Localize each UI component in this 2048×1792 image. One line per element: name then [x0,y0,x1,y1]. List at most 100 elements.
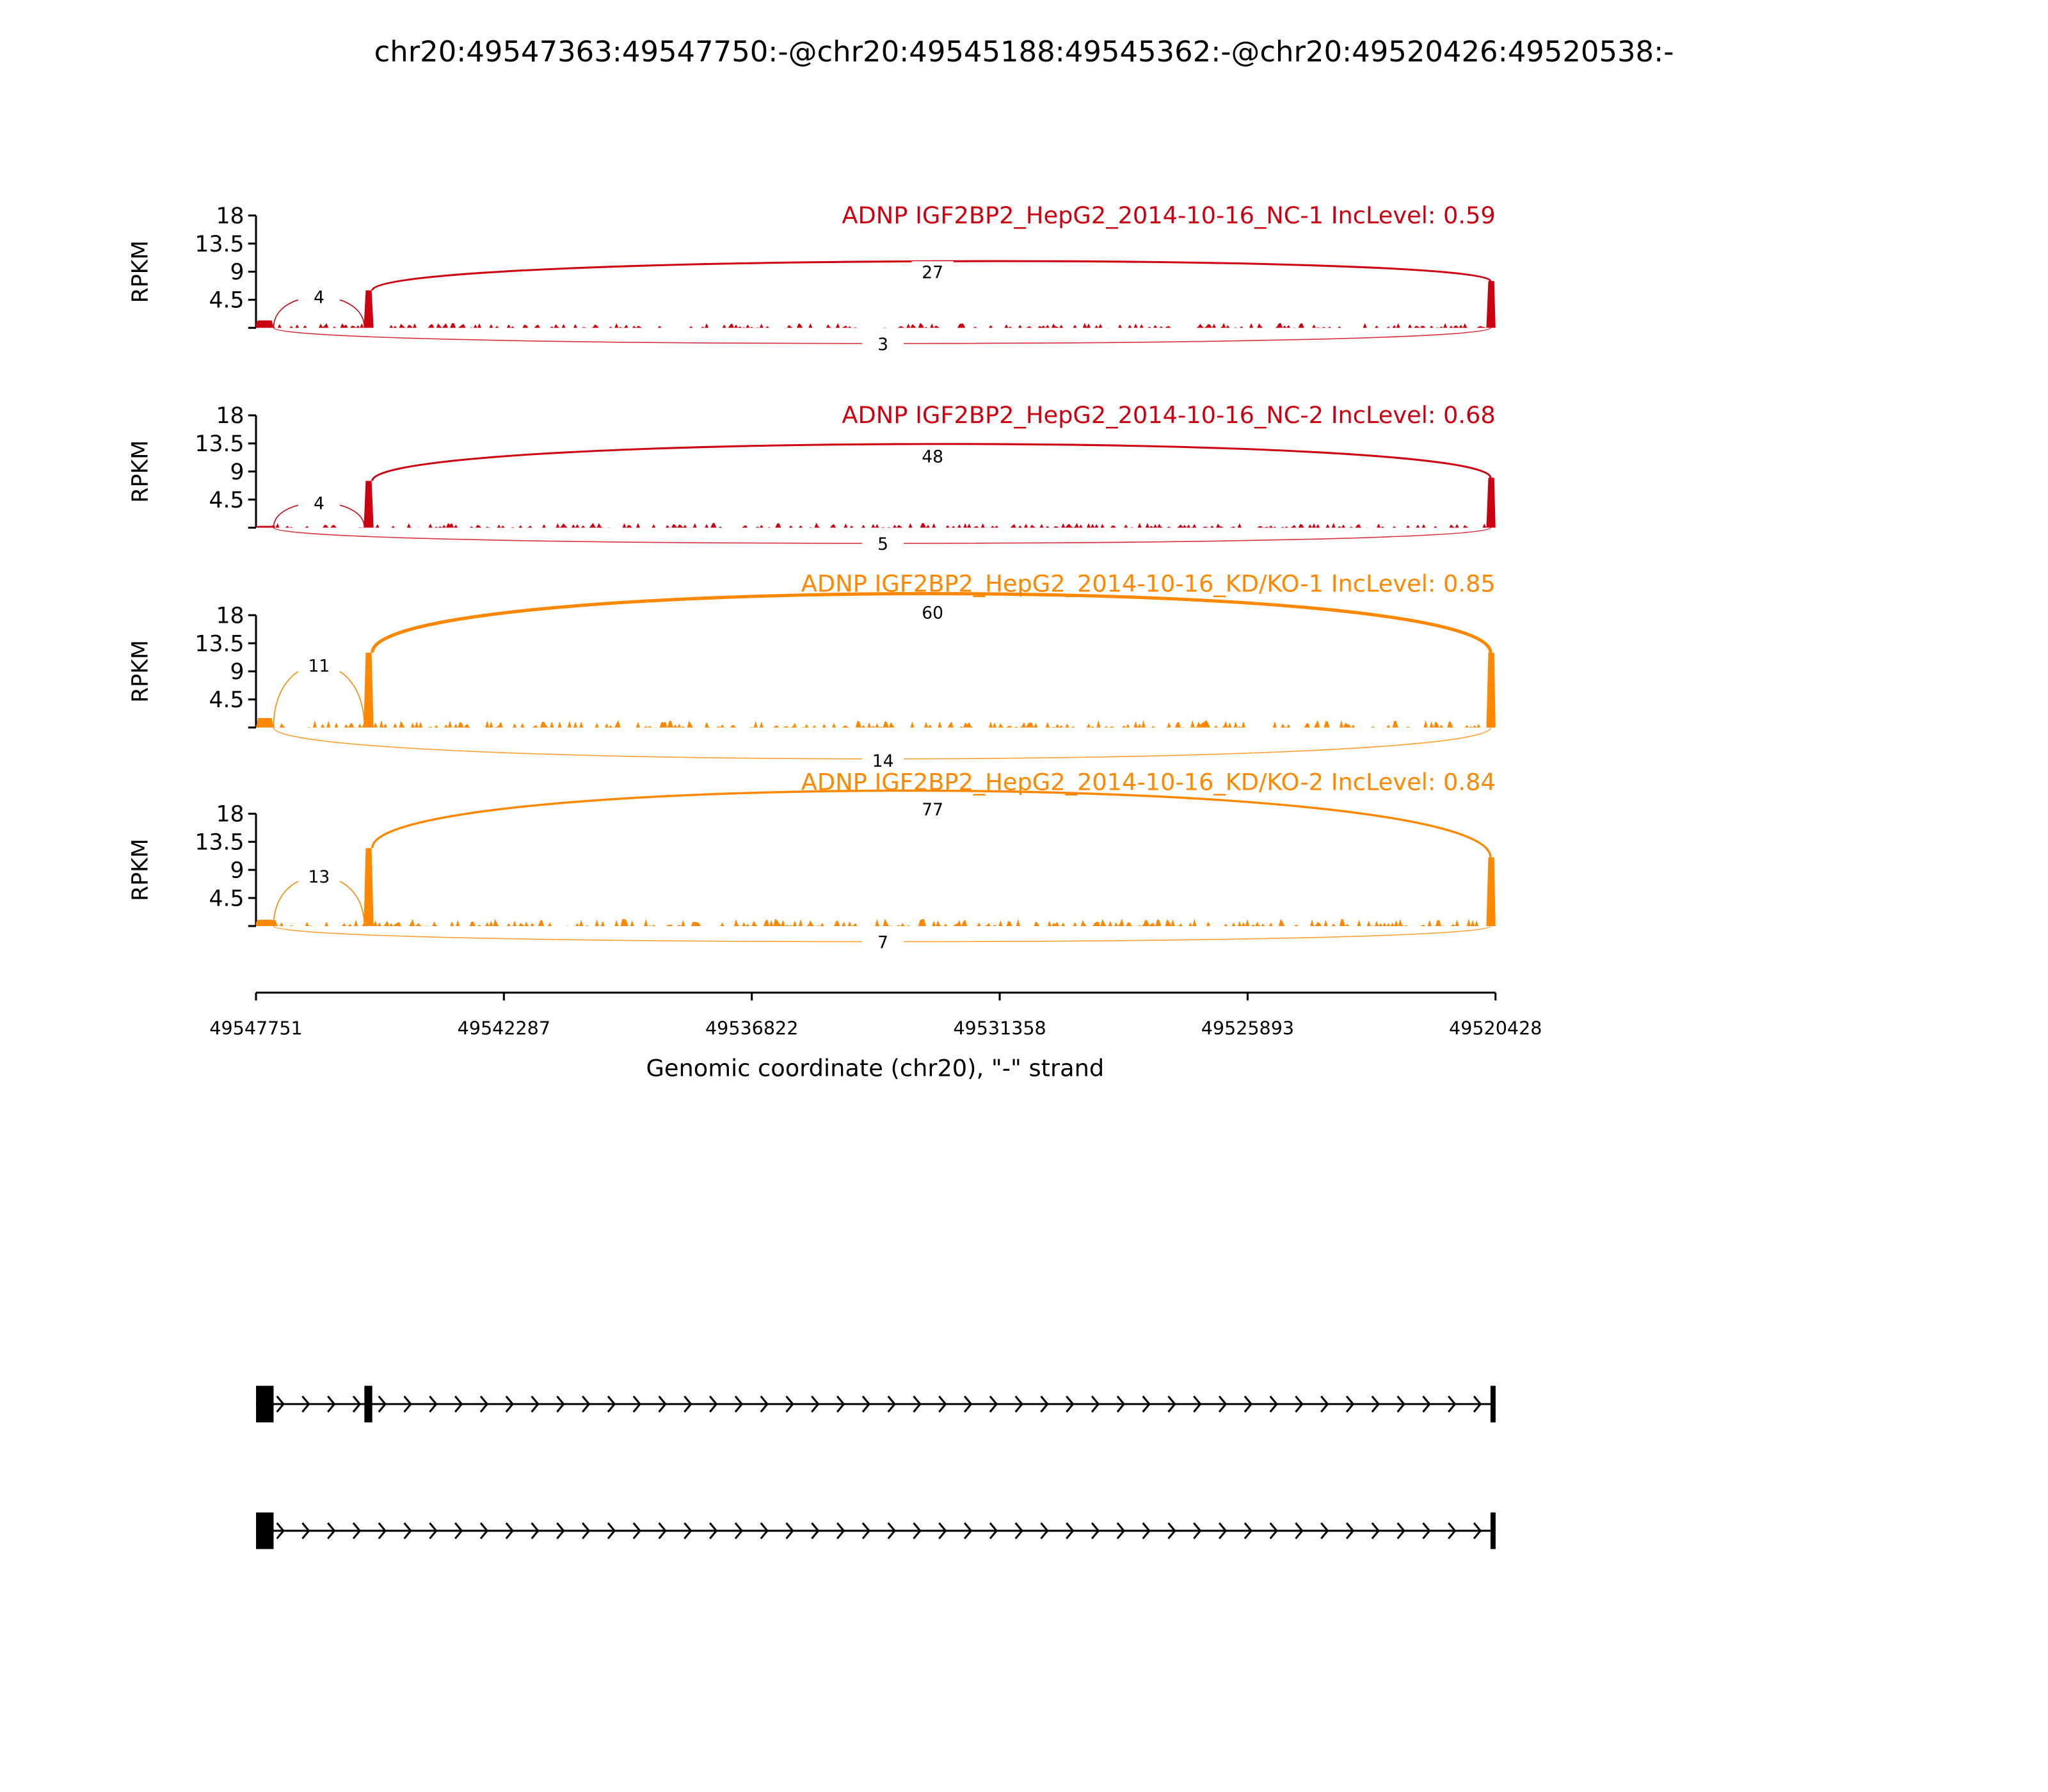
junction-label-downstream-bg [911,798,954,819]
strand-arrow-icon [836,1522,845,1540]
strand-arrow-icon [1218,1395,1228,1413]
strand-arrow-icon [632,1395,641,1413]
strand-arrow-icon [582,1522,591,1540]
strand-arrow-icon [938,1522,947,1540]
strand-arrow-icon [276,1395,285,1413]
strand-arrow-icon [556,1522,565,1540]
x-axis: 49547751 49542287 49536822 49531358 49525893… [209,991,1542,1039]
strand-arrow-icon [658,1522,667,1540]
strand-arrow-icon [531,1395,540,1413]
strand-arrow-icon [963,1395,973,1413]
coverage-area [256,848,1496,926]
strand-arrow-icon [1116,1522,1126,1540]
x-tick-label: 49531358 [953,1017,1046,1039]
strand-arrow-icon [1014,1522,1023,1540]
strand-arrow-icon [1422,1395,1431,1413]
strand-arrow-icon [1269,1395,1278,1413]
strand-arrow-icon [1014,1395,1023,1413]
junction-arc-downstream [371,592,1492,653]
strand-arrow-icon [1193,1395,1202,1413]
strand-arrow-icon [276,1522,285,1540]
strand-arrow-icon [403,1522,412,1540]
y-tick-label: 4.5 [209,886,244,911]
y-tick-label: 18 [216,802,244,828]
strand-arrow-icon [403,1395,412,1413]
y-tick-label: 13.5 [195,232,244,257]
strand-arrow-icon [1371,1395,1380,1413]
strand-arrow-icon [1396,1522,1405,1540]
x-tick-label: 49525893 [1201,1017,1294,1039]
strand-arrow-icon [1091,1522,1100,1540]
strand-arrow-icon [479,1522,489,1540]
y-tick-label: 18 [216,603,244,628]
coverage-area [256,281,1496,328]
exon-block [364,1386,372,1423]
strand-arrow-icon [1473,1395,1482,1413]
junction-label-downstream-bg [911,261,954,282]
junction-label-downstream: 48 [922,447,943,467]
strand-arrow-icon [1116,1395,1126,1413]
exon-block [1490,1386,1496,1423]
x-tick-label: 49520428 [1449,1017,1542,1039]
strand-arrow-icon [1448,1395,1457,1413]
junction-label-upstream: 13 [308,867,330,887]
strand-arrow-icon [811,1522,820,1540]
junction-arc-downstream [371,443,1492,481]
junction-label-skipping-bg [861,532,904,554]
junction-label-upstream-bg [298,654,340,676]
x-tick-label: 49536822 [705,1017,798,1039]
strand-arrow-icon [1218,1522,1228,1540]
y-tick-label: 18 [216,403,244,429]
panel-title: ADNP IGF2BP2_HepG2_2014-10-16_NC-1 IncLe… [842,202,1495,229]
exon-block [256,1386,274,1423]
strand-arrow-icon [1422,1522,1431,1540]
strand-arrow-icon [1371,1522,1380,1540]
strand-arrow-icon [1142,1522,1151,1540]
strand-arrow-icon [811,1395,820,1413]
y-tick-label: 13.5 [195,631,244,657]
junction-label-skipping: 7 [877,933,888,953]
junction-label-upstream: 11 [308,656,330,676]
y-tick-label: 4.5 [209,687,244,713]
y-tick-label: 4.5 [209,488,244,513]
strand-arrow-icon [632,1522,641,1540]
strand-arrow-icon [531,1522,540,1540]
strand-arrow-icon [505,1522,515,1540]
strand-arrow-icon [1193,1522,1202,1540]
junction-label-downstream: 77 [922,800,943,820]
y-axis-label: RPKM [128,440,154,503]
strand-arrow-icon [505,1395,515,1413]
junction-label-skipping: 3 [877,335,888,355]
strand-arrow-icon [709,1395,718,1413]
junction-label-skipping: 5 [877,534,888,554]
gene-model [256,1386,1496,1549]
y-tick-label: 18 [216,204,244,229]
strand-arrow-icon [989,1395,998,1413]
y-tick-label: 9 [230,460,244,485]
junction-label-skipping-bg [861,931,904,952]
junction-label-downstream: 27 [922,263,943,283]
strand-arrow-icon [454,1395,463,1413]
y-tick-label: 4.5 [209,288,244,314]
junction-label-downstream-bg [911,445,954,467]
exon-block [1490,1512,1496,1549]
panel-1: 18 13.5 9 4.5 RPKM ADNP IGF2BP2_HepG2_2014-10… [128,202,1496,355]
strand-arrow-icon [1091,1395,1100,1413]
junction-label-upstream: 4 [314,288,324,308]
transcript-1 [256,1386,1496,1423]
strand-arrow-icon [861,1522,871,1540]
strand-arrow-icon [913,1522,922,1540]
junction-label-downstream-bg [911,602,954,623]
junction-label-upstream-bg [298,492,340,513]
x-tick-label: 49542287 [458,1017,550,1039]
strand-arrow-icon [1167,1395,1176,1413]
strand-arrow-icon [1320,1395,1329,1413]
strand-arrow-icon [1320,1522,1329,1540]
junction-label-skipping-bg [861,749,904,771]
strand-arrow-icon [1396,1395,1405,1413]
strand-arrow-icon [1167,1522,1176,1540]
strand-arrow-icon [556,1395,565,1413]
